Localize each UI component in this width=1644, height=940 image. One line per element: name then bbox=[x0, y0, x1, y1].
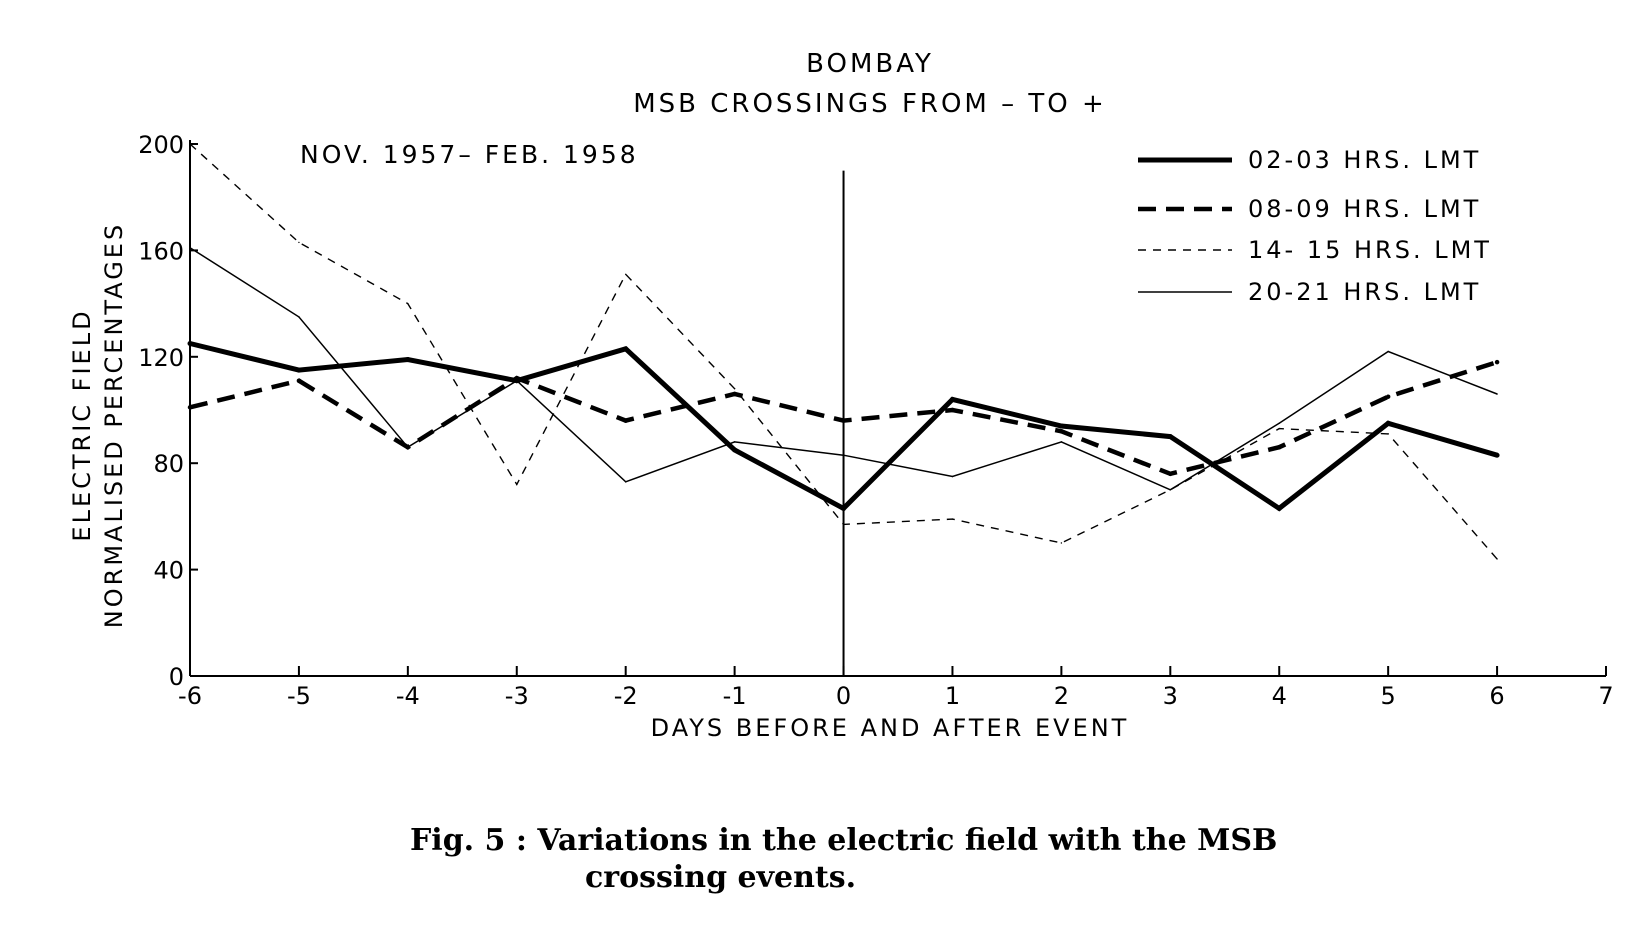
series-4-point bbox=[1496, 393, 1498, 395]
series-1-point bbox=[841, 505, 847, 511]
legend-label-3: 14- 15 HRS. LMT bbox=[1248, 236, 1492, 264]
x-tick-label: -5 bbox=[287, 682, 311, 710]
series-3-point bbox=[1060, 542, 1063, 544]
y-axis-label: ELECTRIC FIELD NORMALISED PERCENTAGES bbox=[68, 222, 128, 628]
x-tick-label: 5 bbox=[1381, 682, 1396, 710]
series-2-point bbox=[1059, 429, 1064, 434]
series-4-point bbox=[1278, 422, 1280, 425]
y-axis-label-line2: NORMALISED PERCENTAGES bbox=[100, 222, 128, 628]
series-3-point bbox=[189, 143, 191, 145]
date-range-annotation: NOV. 1957– FEB. 1958 bbox=[300, 140, 639, 169]
x-tick-label: 1 bbox=[945, 682, 960, 710]
y-tick-label: 80 bbox=[153, 450, 184, 478]
x-tick-label: -6 bbox=[178, 682, 202, 710]
series-4-point bbox=[1060, 441, 1063, 443]
series-4-point bbox=[189, 246, 191, 249]
series-2-point bbox=[950, 407, 955, 413]
series-3-point bbox=[624, 273, 627, 276]
series-2-point bbox=[514, 375, 520, 381]
series-4-point bbox=[298, 316, 300, 318]
y-tick-label: 120 bbox=[138, 344, 184, 372]
series-2-point bbox=[1494, 359, 1500, 365]
series-1-point bbox=[187, 341, 193, 346]
series-3-point bbox=[733, 388, 736, 390]
series-1-point bbox=[732, 447, 738, 453]
x-tick-label: -3 bbox=[505, 682, 529, 710]
series-1-point bbox=[1385, 420, 1391, 426]
series-2-point bbox=[296, 378, 302, 383]
x-tick-label: 7 bbox=[1598, 682, 1613, 710]
series-1-point bbox=[405, 356, 411, 362]
y-axis-label-line1: ELECTRIC FIELD bbox=[68, 308, 96, 541]
series-1-point bbox=[1167, 434, 1173, 440]
legend: 02-03 HRS. LMT 08-09 HRS. LMT 14- 15 HRS. … bbox=[1138, 146, 1492, 306]
series-3-point bbox=[407, 302, 409, 305]
series-3-point bbox=[842, 523, 845, 526]
y-tick-label: 0 bbox=[169, 663, 184, 691]
legend-label-2: 08-09 HRS. LMT bbox=[1248, 195, 1481, 223]
series-3-point bbox=[516, 483, 518, 486]
x-tick-label: 4 bbox=[1272, 682, 1287, 710]
series-3-point bbox=[1387, 433, 1389, 435]
y-tick-label: 200 bbox=[138, 131, 184, 159]
series-2-point bbox=[841, 418, 846, 423]
series-2-point bbox=[1385, 394, 1391, 399]
series-4-point bbox=[624, 481, 627, 483]
series-4-point bbox=[951, 475, 954, 478]
legend-label-1: 02-03 HRS. LMT bbox=[1248, 146, 1481, 174]
series-3-point bbox=[1496, 558, 1498, 560]
series-2-point bbox=[1276, 444, 1282, 450]
series-1-point bbox=[1276, 505, 1282, 511]
series-3-point bbox=[1278, 427, 1280, 430]
series-2-point bbox=[623, 418, 628, 423]
chart-subtitle: MSB CROSSINGS FROM – TO + bbox=[633, 89, 1107, 119]
caption-line1: Fig. 5 : Variations in the electric fiel… bbox=[410, 823, 1277, 858]
plot-area: 0 40 80 120 160 200 -6 -5 -4 -3 -2 -1 0 1 2 3 4 5 6 7 bbox=[138, 131, 1613, 710]
series-4-point bbox=[1387, 350, 1389, 353]
x-axis-label: DAYS BEFORE AND AFTER EVENT bbox=[651, 714, 1130, 742]
legend-label-4: 20-21 HRS. LMT bbox=[1248, 278, 1481, 306]
y-tick-label: 160 bbox=[138, 237, 184, 265]
x-tick-label: -2 bbox=[614, 682, 638, 710]
series-4-point bbox=[1169, 489, 1172, 491]
series-4-point bbox=[733, 441, 736, 443]
series-4-point bbox=[516, 379, 518, 382]
series-2-point bbox=[732, 391, 737, 397]
x-tick-label: -1 bbox=[723, 682, 747, 710]
x-tick-label: 2 bbox=[1054, 682, 1069, 710]
series-1-point bbox=[296, 367, 302, 373]
x-tick-label: 6 bbox=[1489, 682, 1504, 710]
chart-title: BOMBAY bbox=[806, 49, 934, 79]
x-tick-label: -4 bbox=[396, 682, 420, 710]
series-1-point bbox=[1494, 452, 1500, 458]
y-tick-label: 40 bbox=[153, 557, 184, 585]
caption-line2: crossing events. bbox=[585, 860, 856, 895]
series-3-point bbox=[951, 518, 954, 520]
x-tick-label: 0 bbox=[836, 682, 851, 710]
series-1-point bbox=[1058, 423, 1064, 429]
series-4-point bbox=[842, 454, 845, 456]
series-4-point bbox=[407, 446, 409, 448]
series-1-point bbox=[949, 396, 955, 402]
series-3-point bbox=[298, 241, 300, 244]
x-tick-label: 3 bbox=[1163, 682, 1178, 710]
series-2-point bbox=[1168, 471, 1173, 477]
series-1-point bbox=[623, 346, 629, 352]
series-2-point bbox=[187, 405, 193, 410]
